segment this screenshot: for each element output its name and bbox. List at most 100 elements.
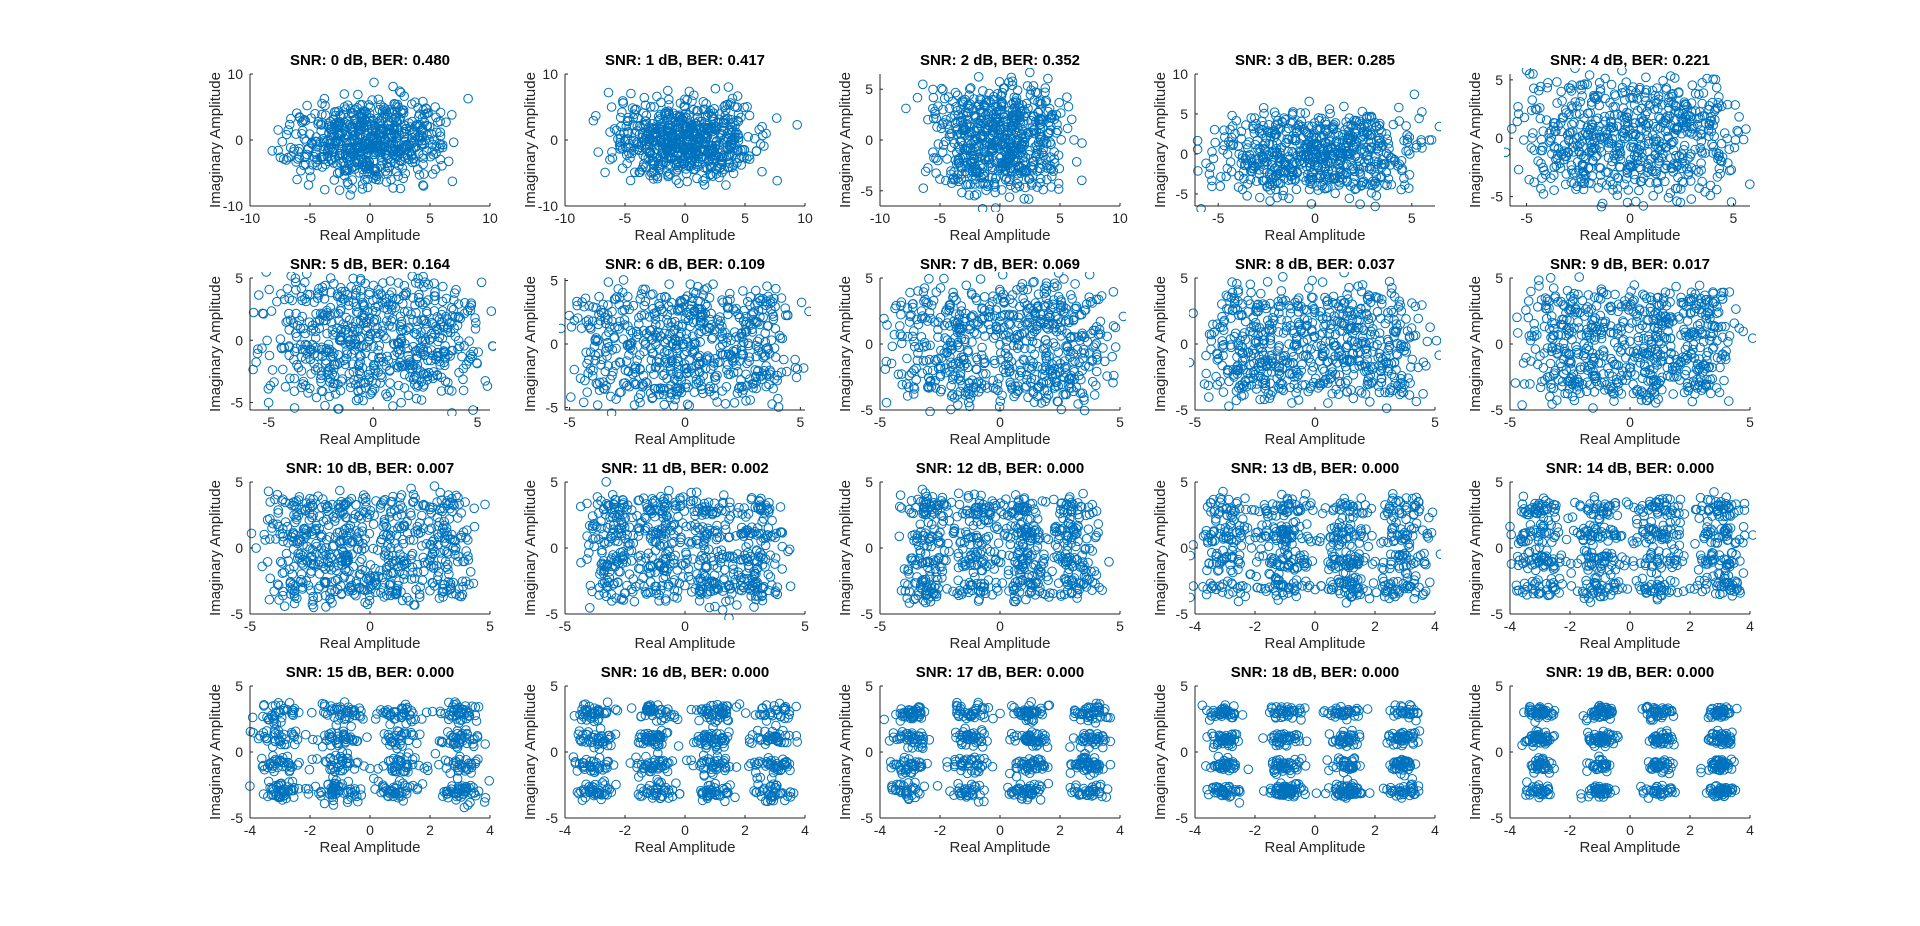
data-point [1648,191,1658,201]
data-point [880,364,891,374]
data-point [619,315,630,325]
data-point [1259,108,1269,119]
data-point [1651,166,1661,177]
data-point [441,117,451,127]
data-point [623,112,633,123]
data-point [1040,87,1050,98]
data-point [1012,114,1022,125]
data-point [1601,180,1612,190]
data-point [330,389,341,399]
data-point [933,101,943,111]
data-point [681,346,692,357]
data-point [629,109,640,119]
scatter-points [267,77,473,200]
data-point [950,87,961,98]
data-point [1668,167,1678,177]
data-point [1255,147,1265,158]
y-tick-label: 0 [235,132,243,148]
data-point [320,110,331,120]
data-point [360,174,370,185]
y-tick-label: 0 [550,336,558,352]
data-point [411,393,422,404]
x-tick-label: 0 [366,210,374,226]
data-point [346,142,357,153]
data-point [464,336,474,347]
data-point [698,176,708,186]
data-point [393,380,404,391]
data-point [897,338,907,349]
data-point [683,161,694,172]
data-point [390,302,401,313]
data-point [905,287,915,298]
data-point [340,118,350,128]
data-point [1063,101,1074,112]
data-point [1333,158,1344,169]
data-point [969,126,979,136]
data-point [969,190,980,201]
data-point [447,176,458,187]
data-point [630,367,641,378]
data-point [1025,68,1035,78]
data-point [1278,185,1289,196]
data-point [961,179,971,190]
data-point [351,284,362,295]
data-point [1656,153,1667,163]
data-point [1682,163,1692,174]
data-point [964,103,974,114]
data-point [1549,185,1559,195]
data-point [729,398,740,408]
data-point [667,317,677,328]
data-point [776,293,787,303]
data-point [381,333,391,344]
data-point [606,391,616,402]
data-point [300,159,311,170]
data-point [672,306,683,316]
data-point [399,129,410,139]
data-point [572,300,583,311]
data-point [1242,191,1252,201]
data-point [292,320,303,331]
data-point [660,338,671,348]
data-point [981,97,992,108]
data-point [339,170,350,181]
data-point [348,297,359,308]
data-point [450,331,461,342]
data-point [1267,139,1278,150]
data-point [901,103,911,114]
data-point [318,286,329,297]
data-point [668,368,678,378]
data-point [569,364,580,375]
data-point [454,341,465,352]
data-point [302,100,312,111]
data-point [611,343,621,354]
data-point [711,140,721,151]
data-point [1348,164,1359,174]
data-point [358,340,369,351]
data-point [681,379,692,389]
data-point [381,151,391,161]
data-point [454,311,465,322]
data-point [1325,108,1335,119]
x-tick-label: 0 [1626,210,1634,226]
data-point [364,108,375,119]
x-tick-label: 5 [474,414,482,430]
data-point [471,318,481,328]
data-point [616,387,626,397]
data-point [1371,191,1382,201]
data-point [1658,76,1668,86]
data-point [623,366,634,376]
data-point [615,112,626,123]
data-point [714,319,725,329]
data-point [1344,113,1355,123]
data-point [426,328,437,339]
data-point [1239,173,1249,184]
data-point [1696,165,1706,175]
data-point [447,302,457,313]
data-point [933,155,943,166]
data-point [990,203,1001,212]
data-point [590,334,601,345]
data-point [713,147,723,157]
data-point [712,315,723,325]
data-point [1067,294,1077,304]
data-point [1700,148,1710,158]
